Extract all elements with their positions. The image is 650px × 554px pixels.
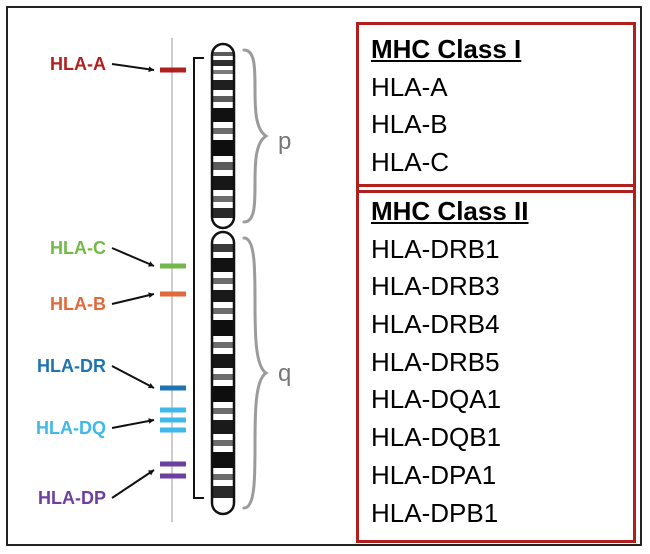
legend-items-class2: HLA-DRB1HLA-DRB3HLA-DRB4HLA-DRB5HLA-DQA1…: [371, 231, 621, 533]
legend-item: HLA-DRB3: [371, 268, 621, 306]
legend-mhc-class1: MHC Class I HLA-AHLA-BHLA-C: [356, 22, 636, 193]
legend-item: HLA-B: [371, 106, 621, 144]
legend-title-class2: MHC Class II: [371, 193, 621, 231]
legend-item: HLA-DPB1: [371, 495, 621, 533]
legend-item: HLA-DPA1: [371, 457, 621, 495]
legend-item: HLA-DQB1: [371, 419, 621, 457]
legend-item: HLA-A: [371, 69, 621, 107]
legend-item: HLA-DRB4: [371, 306, 621, 344]
arm-label-p: p: [278, 128, 291, 156]
legend-items-class1: HLA-AHLA-BHLA-C: [371, 69, 621, 182]
arm-label-q: q: [278, 360, 291, 388]
gene-label-hla-b: HLA-B: [26, 294, 106, 315]
diagram-frame: p q HLA-AHLA-CHLA-BHLA-DRHLA-DQHLA-DP MH…: [6, 6, 642, 546]
gene-label-hla-dq: HLA-DQ: [26, 418, 106, 439]
legend-title-class1: MHC Class I: [371, 31, 621, 69]
legend-item: HLA-DRB5: [371, 344, 621, 382]
legend-item: HLA-C: [371, 144, 621, 182]
gene-label-hla-dp: HLA-DP: [26, 488, 106, 509]
legend-mhc-class2: MHC Class II HLA-DRB1HLA-DRB3HLA-DRB4HLA…: [356, 184, 636, 543]
gene-label-hla-dr: HLA-DR: [26, 356, 106, 377]
legend-item: HLA-DQA1: [371, 381, 621, 419]
gene-label-hla-a: HLA-A: [26, 54, 106, 75]
legend-item: HLA-DRB1: [371, 231, 621, 269]
gene-label-hla-c: HLA-C: [26, 238, 106, 259]
